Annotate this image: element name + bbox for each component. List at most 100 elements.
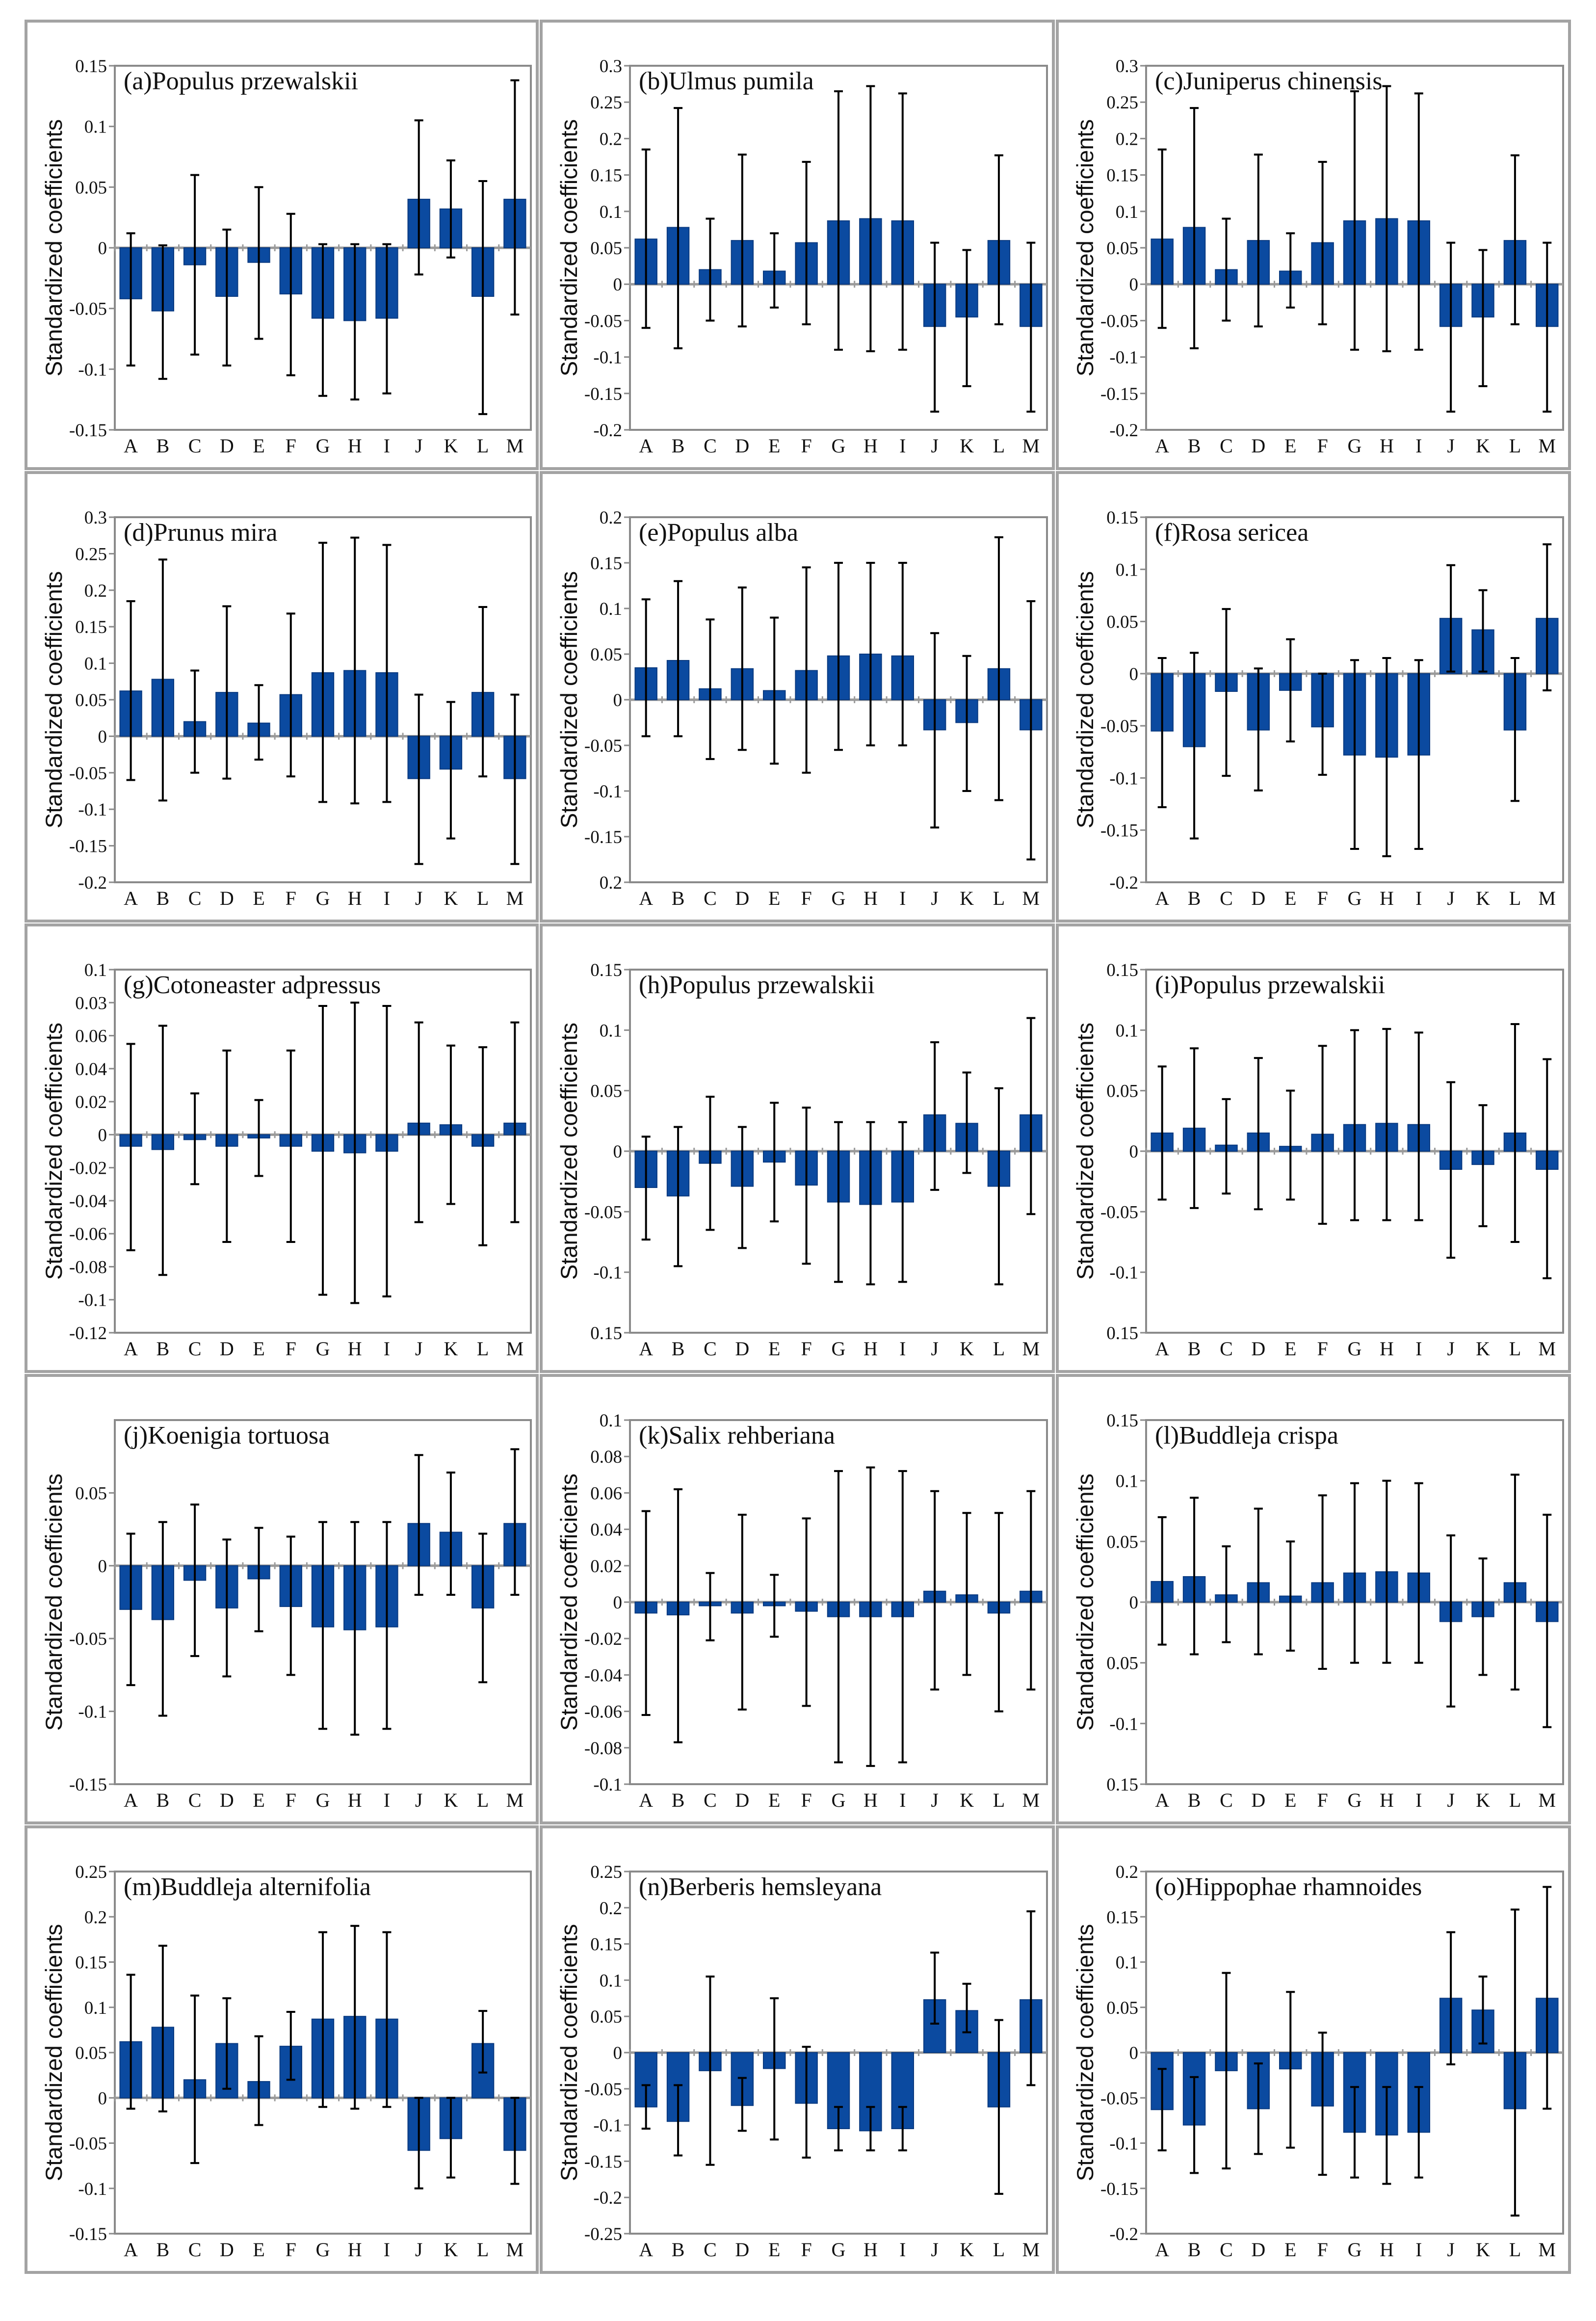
x-tick-label: K xyxy=(444,435,458,457)
x-tick-label: B xyxy=(1188,1338,1201,1360)
y-tick-label: -0.2 xyxy=(78,873,107,893)
x-tick-label: M xyxy=(506,887,524,909)
y-tick-label: 0.25 xyxy=(75,544,107,564)
y-tick-label: 0.1 xyxy=(1116,202,1138,222)
y-tick-label: 0.03 xyxy=(75,993,107,1013)
x-tick-label: B xyxy=(672,1789,685,1811)
chart-panel: 0.05 0 -0.05 -0.1 -0.15 A B C D E F G H I J K L M (j)Koeni… xyxy=(25,1374,539,1824)
y-tick-label: 0.05 xyxy=(1106,1532,1138,1552)
y-tick-label: 0.05 xyxy=(75,2043,107,2063)
y-tick-label: -0.06 xyxy=(69,1224,107,1244)
y-tick-label: -0.15 xyxy=(584,827,622,847)
x-tick-label: K xyxy=(960,2239,974,2261)
y-tick-label: 0.3 xyxy=(600,56,622,77)
x-tick-label: D xyxy=(735,435,749,457)
x-tick-label: F xyxy=(801,2239,811,2261)
x-tick-label: I xyxy=(1415,435,1422,457)
y-axis-label: Standardized coefficients xyxy=(41,119,67,376)
x-tick-label: D xyxy=(220,887,234,909)
y-tick-label: 0.02 xyxy=(75,1092,107,1112)
x-tick-label: G xyxy=(316,1338,330,1360)
y-tick-label: 0 xyxy=(98,238,107,259)
x-tick-label: B xyxy=(1188,1789,1201,1811)
x-tick-label: F xyxy=(801,435,811,457)
y-tick-label: 0.05 xyxy=(1106,1654,1138,1674)
chart-svg: 0.15 0.1 0.05 0 0.05 -0.1 0.15 A B C D E F G H I J K L M (l)… xyxy=(1072,1411,1564,1811)
y-tick-label: 0.15 xyxy=(75,1953,107,1973)
x-tick-label: M xyxy=(1539,1338,1556,1360)
y-tick-label: 0.15 xyxy=(590,1323,622,1344)
x-tick-label: F xyxy=(801,887,811,909)
x-tick-label: E xyxy=(253,2239,264,2261)
x-tick-label: L xyxy=(1509,1789,1521,1811)
y-tick-label: 0 xyxy=(1129,1142,1139,1162)
y-tick-label: 0.15 xyxy=(1106,1323,1138,1344)
x-tick-label: B xyxy=(157,1789,170,1811)
chart-svg: 0.2 0.15 0.1 0.05 0 -0.05 -0.1 -0.15 0.2 A B C D E F G H… xyxy=(556,508,1048,909)
y-tick-label: 0.05 xyxy=(75,690,107,711)
y-tick-label: 0 xyxy=(98,2088,107,2109)
x-tick-label: D xyxy=(1251,1789,1265,1811)
y-tick-label: 0.15 xyxy=(1106,1411,1138,1431)
chart-svg: 0.15 0.1 0.05 0 -0.05 -0.1 -0.15 A B C D E F G H I J K L M (… xyxy=(41,56,532,457)
y-tick-label: -0.2 xyxy=(1109,873,1138,893)
y-tick-label: -0.15 xyxy=(69,1775,107,1795)
x-tick-label: J xyxy=(1447,2239,1455,2261)
x-tick-label: D xyxy=(735,1789,749,1811)
x-tick-label: D xyxy=(1251,435,1265,457)
x-tick-label: D xyxy=(735,1338,749,1360)
x-tick-label: J xyxy=(415,1789,423,1811)
y-tick-label: 0.06 xyxy=(75,1027,107,1047)
x-tick-label: J xyxy=(931,1338,939,1360)
x-tick-label: B xyxy=(157,1338,170,1360)
x-tick-label: G xyxy=(316,435,330,457)
x-tick-label: D xyxy=(1251,887,1265,909)
x-tick-label: M xyxy=(1022,2239,1040,2261)
y-tick-label: 0.3 xyxy=(1116,56,1138,77)
y-axis-label: Standardized coefficients xyxy=(556,119,582,376)
x-tick-label: F xyxy=(286,2239,296,2261)
x-tick-label: K xyxy=(1476,1338,1490,1360)
x-tick-label: E xyxy=(1284,1338,1296,1360)
x-tick-label: J xyxy=(415,435,423,457)
x-tick-label: C xyxy=(704,887,717,909)
y-tick-label: -0.05 xyxy=(69,2134,107,2154)
y-tick-label: -0.2 xyxy=(593,2188,622,2208)
y-tick-label: 0.15 xyxy=(1106,1907,1138,1927)
x-tick-label: K xyxy=(1476,2239,1490,2261)
x-tick-label: L xyxy=(993,887,1005,909)
y-tick-label: -0.15 xyxy=(69,2224,107,2244)
x-tick-label: M xyxy=(506,435,524,457)
y-axis-label: Standardized coefficients xyxy=(556,571,582,828)
chart-panel: 0.15 0.1 0.05 0 0.05 -0.1 0.15 A B C D E F G H I J K L M (l)… xyxy=(1056,1374,1571,1824)
x-tick-label: K xyxy=(1476,887,1490,909)
x-tick-label: I xyxy=(384,1338,390,1360)
x-tick-label: E xyxy=(253,435,264,457)
y-tick-label: 0 xyxy=(613,2043,623,2063)
x-tick-label: I xyxy=(899,2239,906,2261)
x-tick-label: E xyxy=(768,2239,780,2261)
chart-svg: 0.25 0.2 0.15 0.1 0.05 0 -0.05 -0.1 -0.15 -0.2 -0.… xyxy=(556,1862,1048,2261)
y-tick-label: 0.15 xyxy=(1106,508,1138,528)
chart-panel: 0.3 0.25 0.2 0.15 0.1 0.05 0 -0.05 -0.1 -0.15 -0.2… xyxy=(25,471,539,923)
x-tick-label: H xyxy=(348,2239,362,2261)
y-tick-label: -0.02 xyxy=(69,1159,107,1179)
x-tick-label: H xyxy=(863,1338,878,1360)
x-tick-label: K xyxy=(1476,1789,1490,1811)
x-tick-label: B xyxy=(1188,435,1201,457)
y-tick-label: 0 xyxy=(98,727,107,747)
x-tick-label: J xyxy=(1447,1789,1455,1811)
x-tick-label: I xyxy=(899,435,906,457)
x-tick-label: L xyxy=(993,1338,1005,1360)
chart-svg: 0.3 0.25 0.2 0.15 0.1 0.05 0 -0.05 -0.1 -0.15 -0.2… xyxy=(556,56,1048,457)
y-tick-label: 0 xyxy=(613,690,623,711)
y-tick-label: -0.05 xyxy=(1100,716,1138,737)
x-tick-label: G xyxy=(832,2239,846,2261)
y-axis-label: Standardized coefficients xyxy=(41,1924,67,2181)
chart-title: (h)Populus przewalskii xyxy=(639,971,875,999)
x-tick-label: J xyxy=(931,887,939,909)
y-tick-label: -0.1 xyxy=(593,1775,622,1795)
x-tick-label: C xyxy=(1220,887,1233,909)
x-tick-label: A xyxy=(124,1789,138,1811)
x-tick-label: B xyxy=(157,435,170,457)
